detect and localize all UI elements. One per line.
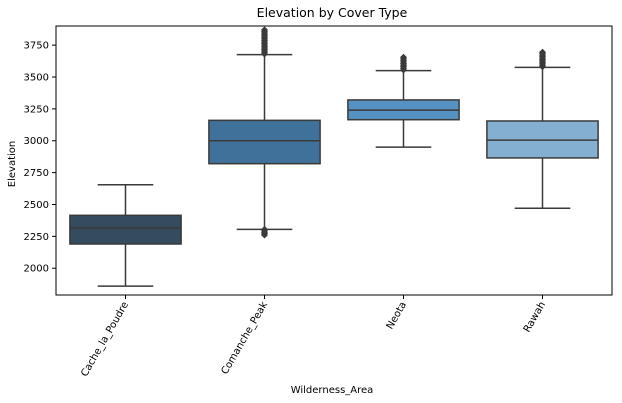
y-tick-label: 2000 <box>24 264 49 275</box>
y-tick-label: 3500 <box>24 72 49 83</box>
x-tick-label: Neota <box>385 300 409 331</box>
plot-area: 2000 2250 2500 2750 3000 3250 3500 3750 Cache_la… <box>24 25 613 379</box>
outlier-point <box>538 48 547 56</box>
outlier-point <box>399 53 408 61</box>
y-tick-label: 2750 <box>24 168 49 179</box>
y-tick-label: 3250 <box>24 104 49 115</box>
x-tick-label: Cache_la_Poudre <box>79 300 131 379</box>
box-Comanche_Peak <box>208 119 321 165</box>
x-tick-label: Comanche_Peak <box>220 300 271 377</box>
outlier-point <box>260 26 269 34</box>
y-tick-label: 3750 <box>24 41 49 52</box>
x-tick-label: Rawah <box>522 300 548 335</box>
y-axis-label: Elevation <box>7 141 18 187</box>
box-Cache_la_Poudre <box>69 214 182 245</box>
y-tick-label: 3000 <box>24 136 49 147</box>
y-tick-label: 2250 <box>24 232 49 243</box>
plot-frame <box>55 25 613 296</box>
outlier-point <box>260 225 269 233</box>
chart-title: Elevation by Cover Type <box>257 5 408 20</box>
x-axis-label: Wilderness_Area <box>291 385 374 396</box>
y-tick-label: 2500 <box>24 200 49 211</box>
